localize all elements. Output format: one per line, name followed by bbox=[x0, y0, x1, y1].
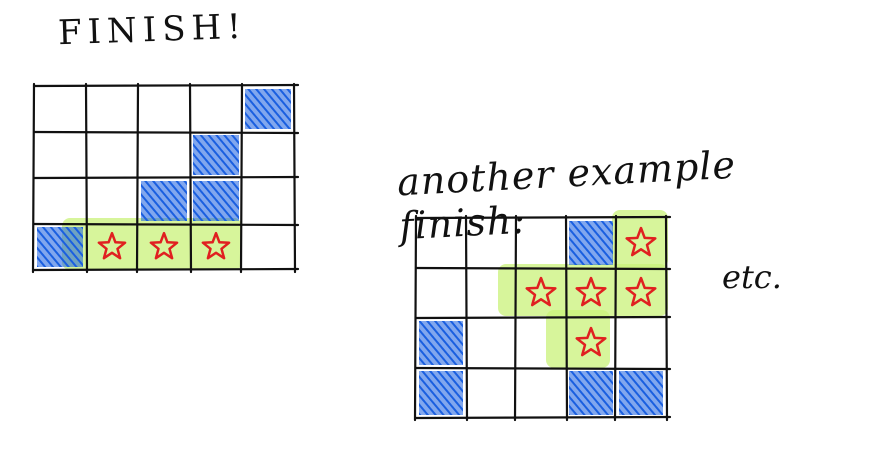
star-mark bbox=[201, 231, 231, 260]
grid-line bbox=[414, 215, 672, 220]
star-mark bbox=[149, 231, 179, 260]
grid-2 bbox=[413, 214, 672, 422]
star-mark bbox=[575, 276, 607, 307]
grid-1 bbox=[31, 82, 300, 274]
grid-line bbox=[188, 82, 193, 274]
blocked-cell bbox=[569, 221, 613, 265]
grid-line bbox=[664, 214, 669, 422]
grid-line bbox=[32, 267, 300, 272]
grid-line bbox=[32, 175, 300, 180]
etc-label: etc. bbox=[722, 258, 782, 296]
grid-line bbox=[413, 214, 418, 422]
star-mark bbox=[97, 231, 127, 260]
grid-line bbox=[32, 130, 300, 135]
blocked-cell bbox=[619, 371, 663, 415]
grid-line bbox=[31, 82, 36, 274]
grid-line bbox=[135, 82, 140, 274]
star-mark bbox=[525, 276, 557, 307]
blocked-cell bbox=[245, 89, 291, 129]
star-mark bbox=[625, 276, 657, 307]
grid-line bbox=[292, 82, 297, 274]
star-mark bbox=[625, 226, 657, 257]
blocked-cell bbox=[193, 181, 239, 221]
blocked-cell bbox=[419, 321, 463, 365]
blocked-cell bbox=[141, 181, 187, 221]
blocked-cell bbox=[193, 135, 239, 175]
blocked-cell bbox=[37, 227, 83, 267]
grid-line bbox=[414, 315, 672, 320]
grid-line bbox=[564, 214, 569, 422]
grid-line bbox=[32, 222, 300, 227]
grid-line bbox=[464, 214, 469, 422]
grid-line bbox=[414, 266, 672, 271]
grid-line bbox=[414, 415, 672, 420]
grid-line bbox=[613, 214, 618, 422]
blocked-cell bbox=[419, 371, 463, 415]
grid-line bbox=[32, 83, 300, 88]
grid-line bbox=[239, 82, 244, 274]
star-mark bbox=[575, 326, 607, 357]
blocked-cell bbox=[569, 371, 613, 415]
grid-line bbox=[84, 82, 89, 274]
grid-line bbox=[513, 214, 518, 422]
grid-line bbox=[414, 366, 672, 371]
